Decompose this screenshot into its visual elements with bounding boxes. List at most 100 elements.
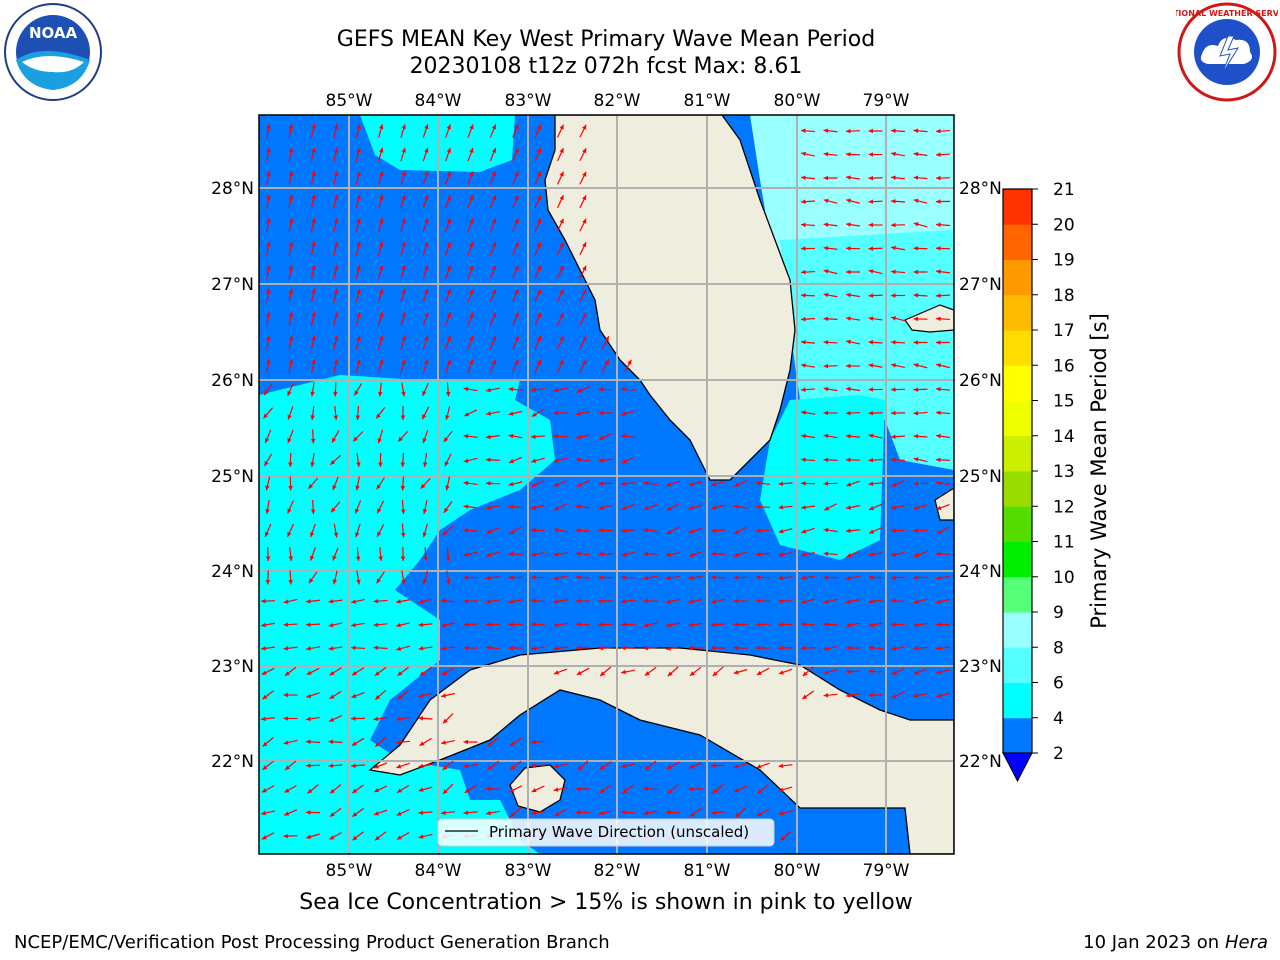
longitude-labels-bottom: 85°W 84°W 83°W 82°W 81°W 80°W 79°W — [326, 861, 910, 881]
wave-arrow — [262, 737, 274, 747]
wave-arrow — [755, 598, 771, 604]
wave-arrow — [355, 523, 361, 538]
wave-arrow — [422, 312, 429, 326]
wave-arrow — [310, 194, 316, 209]
wave-arrow — [328, 599, 343, 604]
wave-arrow — [395, 716, 411, 722]
wave-arrow — [487, 737, 499, 747]
wave-arrow — [913, 692, 928, 698]
wave-arrow — [284, 784, 297, 794]
wave-arrow — [329, 690, 342, 700]
wave-arrow — [845, 152, 861, 157]
wave-arrow — [868, 410, 883, 416]
wave-arrow — [351, 667, 365, 676]
wave-arrow — [263, 453, 273, 467]
wave-arrow — [445, 288, 451, 303]
wave-arrow — [823, 433, 838, 439]
wave-arrow — [288, 570, 293, 585]
wave-arrow — [355, 241, 361, 256]
wave-arrow — [620, 386, 636, 392]
wave-arrow — [845, 269, 861, 275]
wave-arrow — [401, 570, 406, 585]
wave-arrow — [688, 786, 703, 792]
wave-arrow — [800, 316, 816, 322]
wave-arrow — [891, 691, 905, 699]
wave-arrow — [355, 359, 361, 373]
wave-arrow — [598, 410, 613, 416]
lat-label-left: 26°N — [211, 371, 254, 391]
wave-arrow — [328, 622, 343, 628]
wave-arrow — [351, 691, 365, 699]
wave-arrow — [823, 198, 838, 204]
wave-arrow — [333, 241, 339, 256]
wave-arrow — [598, 432, 613, 441]
wave-arrow — [733, 762, 748, 769]
lon-label-top: 80°W — [774, 91, 821, 111]
wave-arrow — [310, 241, 316, 256]
footer-producer: NCEP/EMC/Verification Post Processing Pr… — [14, 932, 610, 953]
wave-arrow — [778, 575, 793, 581]
wave-arrow — [620, 622, 636, 627]
wave-arrow — [823, 316, 838, 322]
wave-arrow — [620, 575, 636, 580]
wave-arrow — [305, 810, 321, 815]
wave-arrow — [644, 760, 657, 771]
wave-arrow — [418, 716, 433, 721]
wave-arrow — [400, 452, 406, 468]
wave-arrow — [333, 171, 339, 185]
wave-arrow — [333, 382, 338, 397]
lat-label-right: 22°N — [959, 752, 1002, 772]
colorbar-swatch — [1003, 365, 1032, 401]
wave-arrow — [328, 646, 343, 651]
wave-arrow — [620, 810, 636, 815]
wave-arrow — [508, 504, 523, 510]
wave-arrow — [666, 552, 680, 557]
wave-arrow — [262, 690, 274, 700]
wave-arrow — [913, 550, 928, 558]
wave-arrow — [601, 359, 610, 373]
wave-arrow — [712, 666, 724, 677]
wave-arrow — [620, 528, 636, 534]
wave-arrow — [531, 785, 545, 793]
wave-arrow — [891, 363, 905, 369]
wave-arrow — [868, 552, 883, 557]
wave-arrow — [733, 575, 748, 580]
wave-arrow — [643, 504, 658, 511]
wave-arrow — [935, 340, 951, 345]
wave-arrow — [665, 810, 681, 815]
wave-arrow — [913, 575, 928, 580]
wave-arrow — [553, 434, 568, 439]
wave-arrow — [579, 218, 587, 232]
wave-arrow — [306, 667, 320, 676]
colorbar-level-label: 17 — [1053, 321, 1075, 341]
wave-arrow — [666, 598, 680, 604]
wave-arrow — [757, 784, 769, 794]
wave-arrow — [351, 784, 365, 794]
wave-arrow — [400, 194, 406, 209]
lat-label-right: 28°N — [959, 179, 1002, 199]
wave-arrow — [310, 265, 316, 279]
wave-arrow — [512, 335, 519, 350]
wave-arrow — [288, 171, 294, 185]
wave-arrow — [598, 458, 613, 463]
wave-arrow — [266, 171, 271, 185]
wave-arrow — [400, 171, 406, 185]
wave-arrow — [800, 387, 816, 392]
wave-arrow — [553, 387, 568, 393]
wave-arrow — [556, 147, 565, 162]
wave-arrow — [508, 575, 523, 580]
wave-arrow — [553, 480, 568, 487]
wave-arrow — [913, 410, 928, 416]
wave-arrow — [576, 410, 590, 416]
wave-arrow — [355, 312, 361, 326]
wave-arrow — [265, 546, 271, 562]
wave-arrow — [598, 481, 613, 486]
colorbar-under-triangle — [1002, 752, 1033, 783]
wave-arrow — [305, 599, 321, 604]
colorbar-swatch — [1003, 576, 1032, 613]
wave-arrow — [800, 222, 816, 228]
wave-arrow — [823, 386, 838, 392]
wave-arrow — [936, 669, 950, 675]
wave-arrow — [355, 265, 361, 279]
